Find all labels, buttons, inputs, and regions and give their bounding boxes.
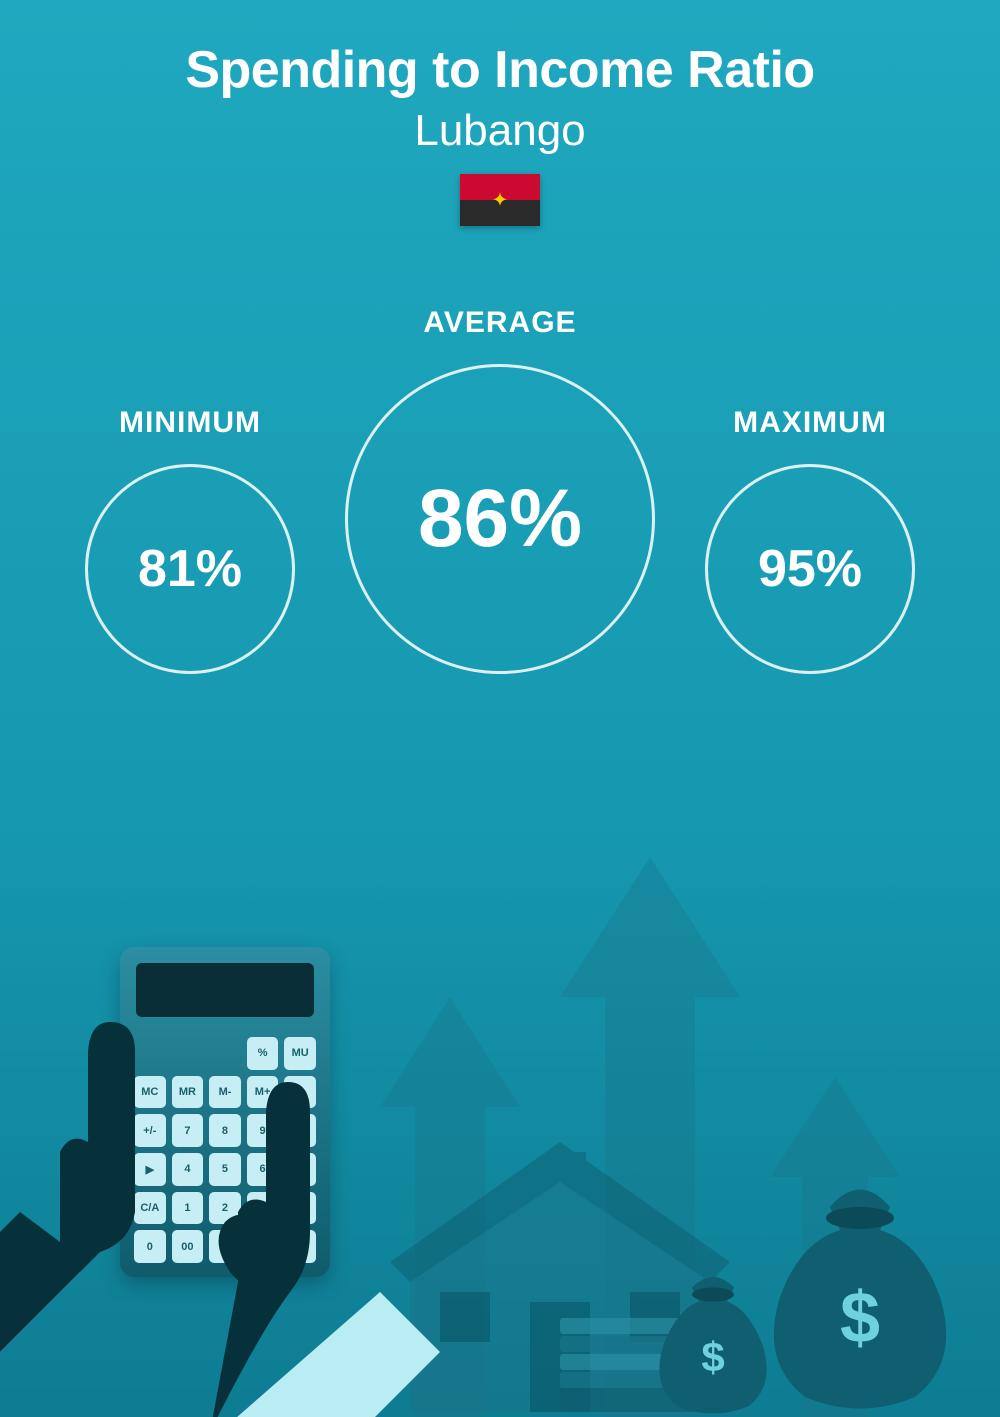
stat-label: AVERAGE: [423, 306, 576, 340]
stat-circle: 95%: [705, 464, 915, 674]
stat-maximum: MAXIMUM 95%: [705, 406, 915, 674]
country-flag-icon: ✦: [460, 174, 540, 226]
flag-emblem-icon: ✦: [492, 188, 509, 213]
stat-circle: 81%: [85, 464, 295, 674]
stat-label: MAXIMUM: [733, 406, 887, 440]
stat-minimum: MINIMUM 81%: [85, 406, 295, 674]
page-subtitle: Lubango: [0, 106, 1000, 156]
illustration: $ $ %MUMCMRM-M+÷+/-789×▶456−C/A123+000.=: [0, 737, 1000, 1417]
moneybag-icon: $: [760, 1162, 960, 1417]
stat-label: MINIMUM: [119, 406, 261, 440]
stat-circle: 86%: [345, 364, 655, 674]
moneybag-icon: $: [650, 1260, 776, 1417]
header: Spending to Income Ratio Lubango ✦: [0, 0, 1000, 226]
svg-text:$: $: [701, 1334, 724, 1381]
page-title: Spending to Income Ratio: [0, 40, 1000, 100]
stat-value: 95%: [758, 539, 862, 599]
hands-icon: [0, 912, 460, 1417]
stat-value: 86%: [418, 472, 582, 566]
stats-row: MINIMUM 81% AVERAGE 86% MAXIMUM 95%: [0, 306, 1000, 674]
stat-value: 81%: [138, 539, 242, 599]
stat-average: AVERAGE 86%: [345, 306, 655, 674]
svg-text:$: $: [840, 1278, 880, 1358]
